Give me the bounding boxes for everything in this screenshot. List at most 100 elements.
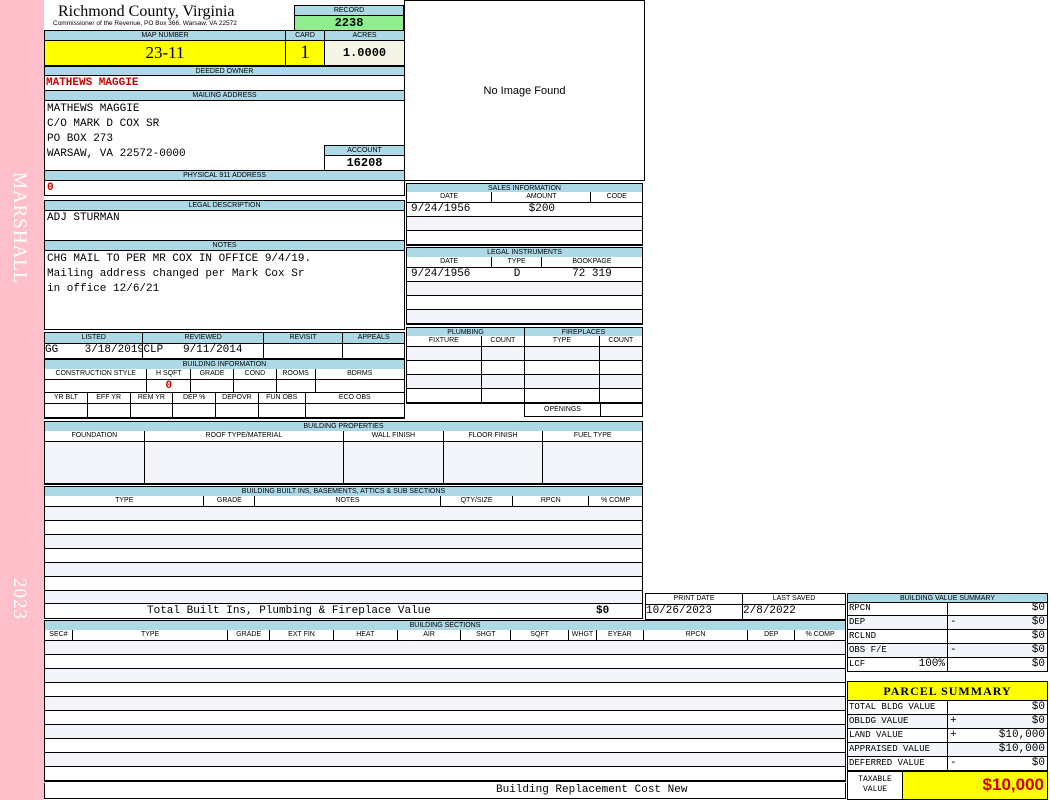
sales-table: DATE AMOUNT CODE 9/24/1956 $200 [406, 192, 643, 246]
built-ins-total: Total Built Ins, Plumbing & Fireplace Va… [44, 603, 643, 619]
column-header: GRADE [191, 369, 234, 379]
table-cell [255, 521, 440, 534]
table-cell [589, 549, 642, 562]
table-cell [270, 725, 334, 738]
building-sections-table: SEC# TYPE GRADE EXT FIN HEAT AIR SHGT SQFT WHGT E… [44, 630, 846, 782]
table-cell [542, 310, 642, 323]
table-cell [204, 507, 255, 520]
table-cell [316, 380, 405, 392]
summary-value-cell: - $0 [948, 616, 1047, 629]
table-cell [45, 563, 204, 576]
column-header: % COMP [795, 630, 845, 640]
table-cell [597, 739, 644, 752]
table-cell [407, 217, 492, 230]
table-cell [748, 697, 795, 710]
table-cell [343, 344, 404, 358]
table-cell [73, 725, 228, 738]
table-row [407, 310, 642, 324]
table-cell [334, 767, 398, 780]
table-cell [407, 347, 482, 360]
sidebar-year: 2023 [9, 578, 30, 620]
table-cell [204, 549, 255, 562]
table-cell [511, 767, 569, 780]
table-cell [73, 669, 228, 682]
summary-key: DEFERRED VALUE [849, 758, 925, 768]
parcel-summary-label: PARCEL SUMMARY [847, 681, 1048, 701]
summary-key: RPCN [849, 603, 871, 613]
sidebar: MARSHALL 2023 [0, 0, 44, 800]
summary-value: $10,000 [998, 743, 1045, 755]
table-row [525, 347, 642, 361]
table-cell [334, 753, 398, 766]
table-cell [644, 739, 749, 752]
table-header-row: PRINT DATE LAST SAVED [646, 594, 845, 605]
table-cell [73, 641, 228, 654]
table-cell [748, 725, 795, 738]
table-cell [589, 507, 642, 520]
table-cell [444, 442, 544, 483]
table-cell [145, 442, 344, 483]
table-cell [461, 725, 511, 738]
table-cell [407, 296, 492, 309]
table-header-row: YR BLT EFF YR REM YR DEP % DEPOVR FUN OBS ECO … [45, 393, 404, 404]
table-row [45, 683, 845, 697]
table-cell [398, 767, 462, 780]
table-cell [45, 380, 148, 392]
column-header: EFF YR [87, 393, 131, 403]
summary-key-cell: LCF 100% [848, 658, 948, 671]
summary-value: $0 [1031, 602, 1045, 614]
table-cell [228, 669, 270, 682]
column-header: ROOF TYPE/MATERIAL [144, 431, 344, 441]
table-cell [73, 697, 228, 710]
table-cell [569, 655, 597, 668]
table-cell [204, 577, 255, 590]
table-cell [228, 641, 270, 654]
column-header: REVISIT [263, 333, 344, 343]
summary-key-cell: RPCN [848, 602, 948, 615]
table-row [525, 375, 642, 389]
table-cell: CLP 9/11/2014 [143, 344, 264, 358]
dates-table: PRINT DATE LAST SAVED 10/26/2023 2/8/2022 [645, 593, 846, 621]
property-image: No Image Found [404, 0, 645, 181]
table-header-row: DATE AMOUNT CODE [407, 192, 642, 203]
column-header: EYEAR [596, 630, 644, 640]
table-cell [748, 669, 795, 682]
building-info-table-2: YR BLT EFF YR REM YR DEP % DEPOVR FUN OBS ECO … [44, 393, 405, 419]
table-header-row: FOUNDATION ROOF TYPE/MATERIAL WALL FINISH F… [45, 431, 643, 442]
summary-value-cell: $0 [948, 701, 1047, 714]
table-cell [513, 521, 589, 534]
table-cell [795, 641, 845, 654]
column-header: H SQFT [147, 369, 192, 379]
summary-key-cell: OBLDG VALUE [848, 715, 948, 728]
table-cell [597, 655, 644, 668]
table-cell [461, 739, 511, 752]
summary-key-cell: TOTAL BLDG VALUE [848, 701, 948, 714]
column-header: DEP % [173, 393, 217, 403]
table-cell [204, 521, 255, 534]
column-header: COUNT [481, 336, 524, 346]
summary-key-cell: DEP [848, 616, 948, 629]
table-cell [228, 753, 270, 766]
column-header: LISTED [45, 333, 144, 343]
table-cell [513, 549, 589, 562]
table-cell [73, 683, 228, 696]
notes-line: CHG MAIL TO PER MR COX IN OFFICE 9/4/19. [47, 253, 312, 265]
table-cell [591, 203, 642, 216]
column-header: FUN OBS [258, 393, 306, 403]
table-cell [407, 375, 482, 388]
table-cell [482, 361, 524, 374]
table-cell: 0 [147, 380, 192, 392]
summary-value: $0 [1031, 701, 1045, 713]
table-cell [255, 563, 440, 576]
table-cell [591, 231, 642, 244]
table-header-row: DATE TYPE BOOKPAGE [407, 257, 642, 268]
table-cell [461, 641, 511, 654]
summary-value: $10,000 [998, 729, 1045, 741]
table-cell [597, 683, 644, 696]
built-ins-total-label: Total Built Ins, Plumbing & Fireplace Va… [147, 605, 431, 617]
table-cell [569, 711, 597, 724]
table-row [407, 375, 524, 389]
table-row [45, 507, 642, 521]
review-table: LISTED REVIEWED REVISIT APPEALS GG 3/18/2019… [44, 332, 405, 360]
table-cell [795, 669, 845, 682]
